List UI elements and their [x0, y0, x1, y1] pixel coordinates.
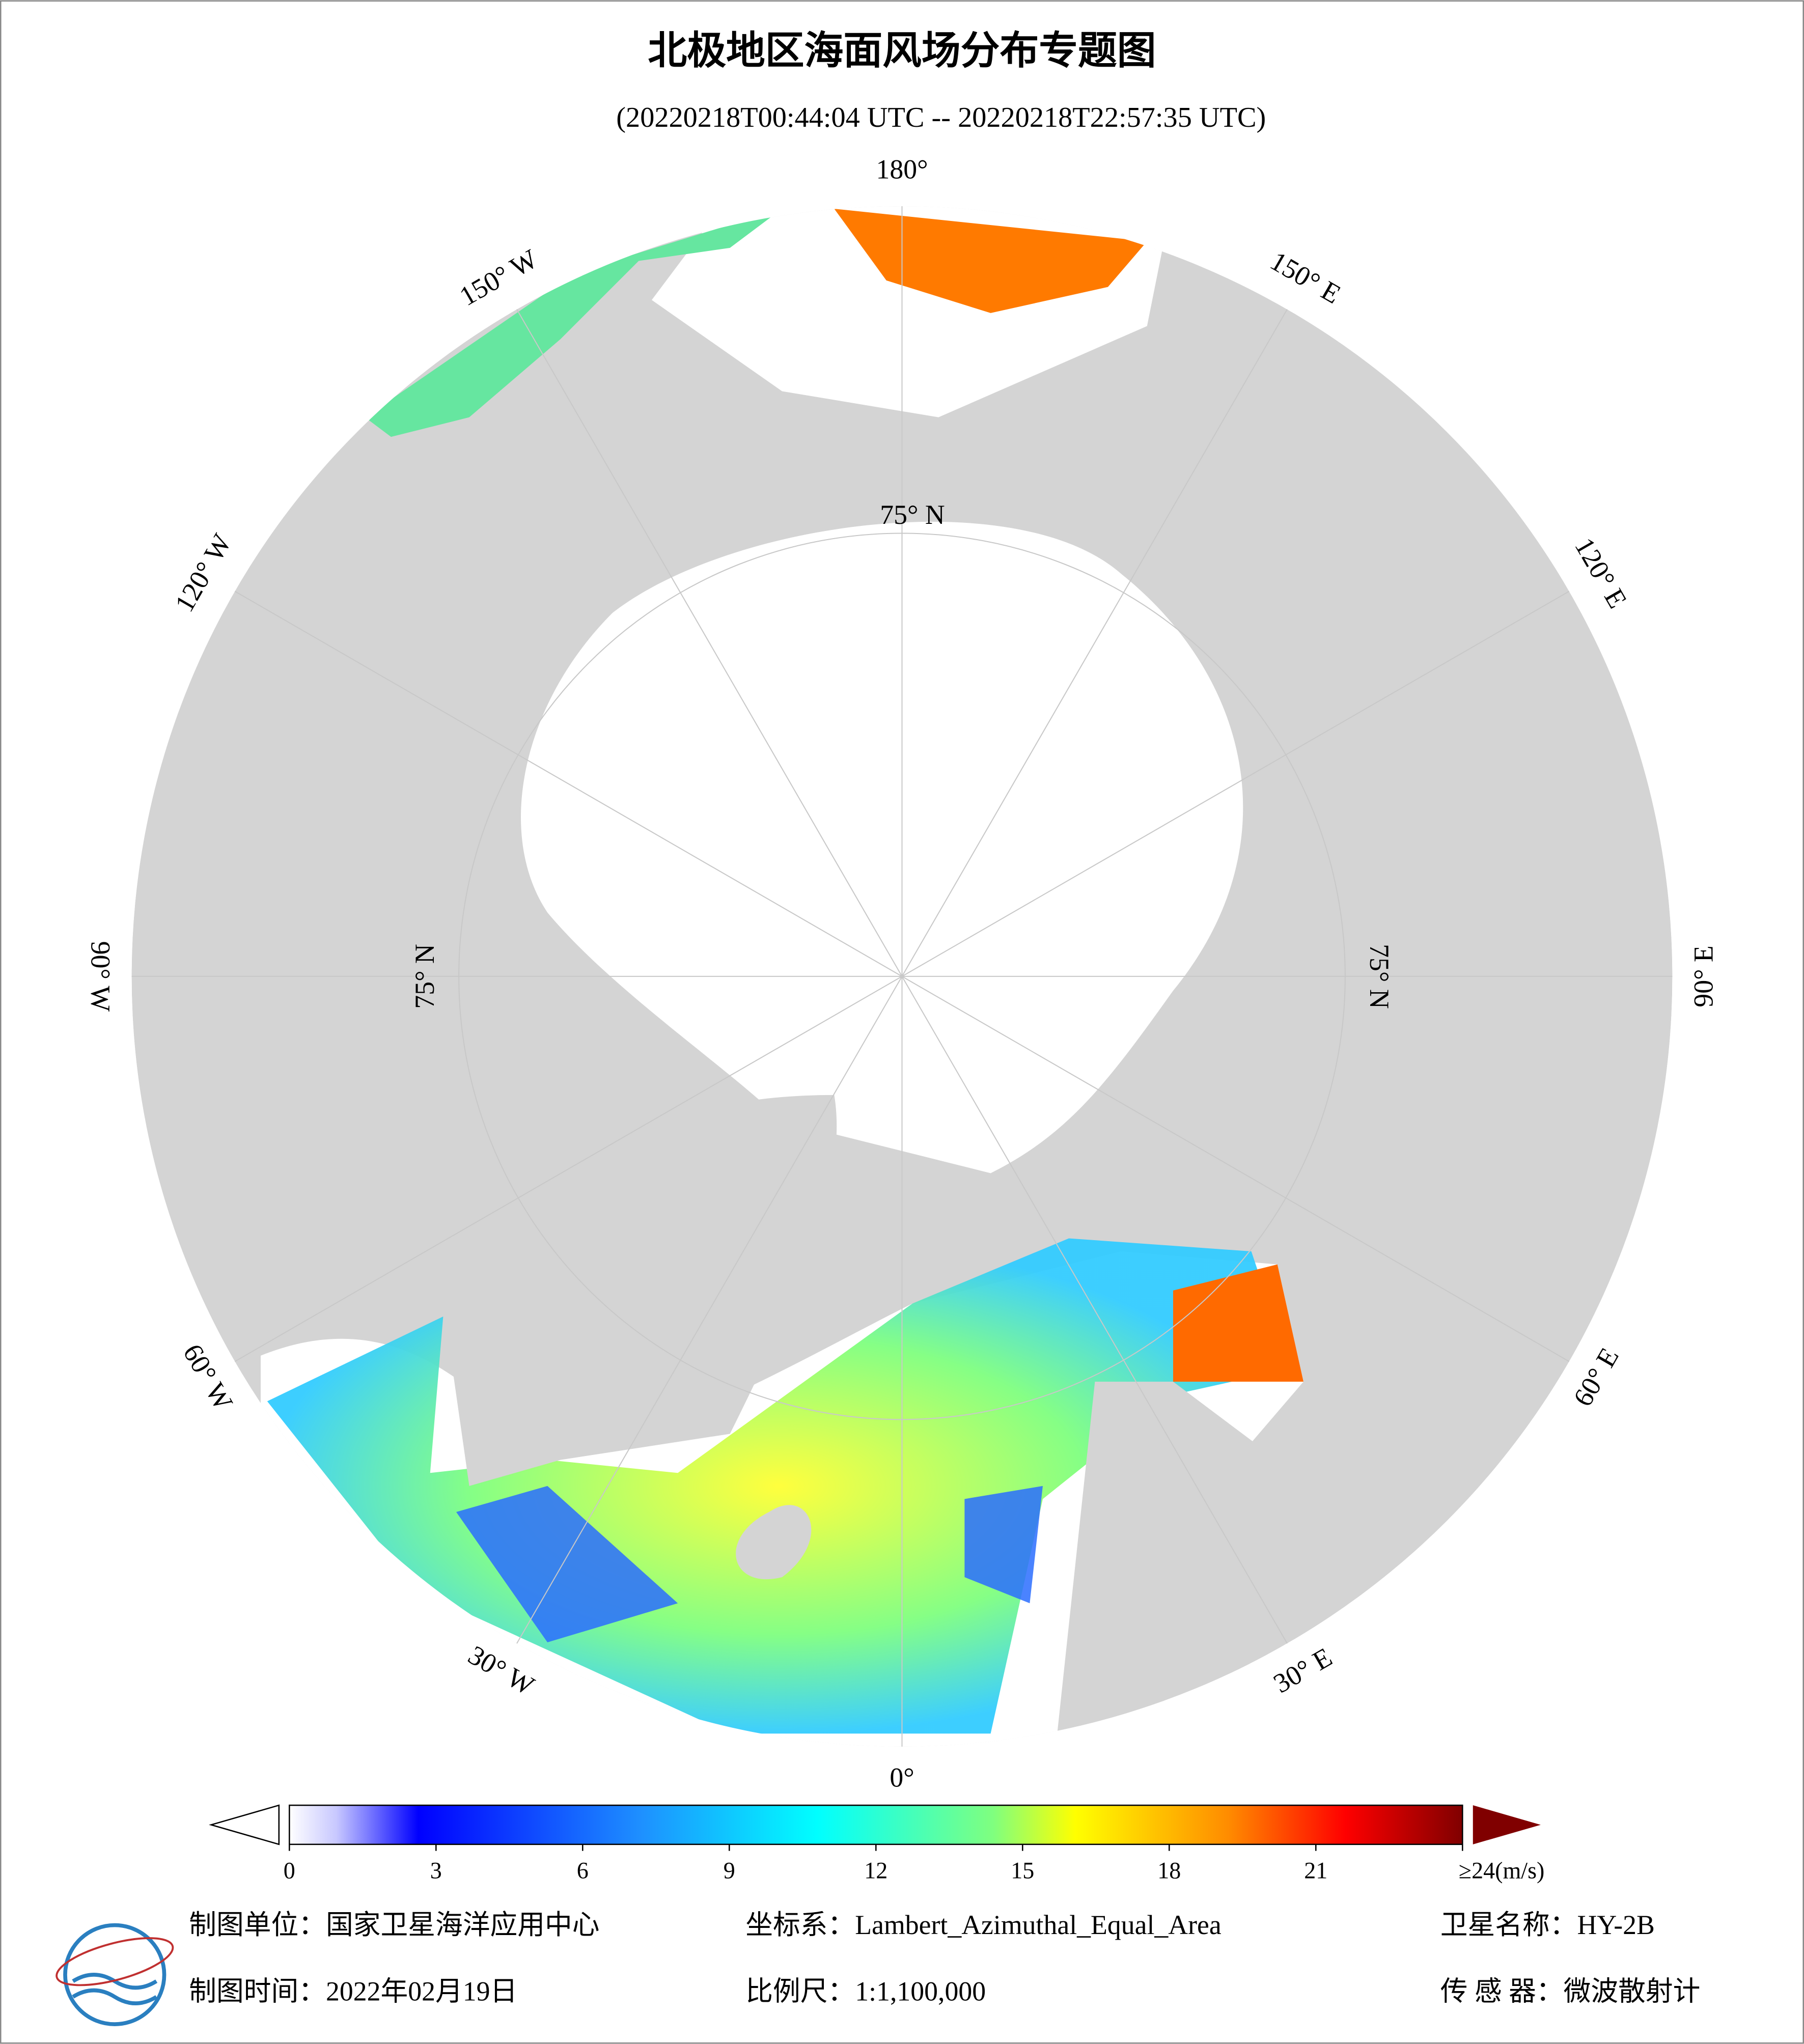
meridian-line — [901, 591, 1570, 977]
footer-date: 制图时间：2022年02月19日 — [189, 1976, 517, 2007]
colorbar-tick-label: 3 — [430, 1858, 442, 1884]
iceland — [736, 1505, 812, 1580]
latitude-label: 75° N — [409, 944, 440, 1009]
colorbar: 0 3 6 9 12 15 18 21 ≥24(m/s) — [209, 1804, 1545, 1884]
footer-sensor: 传 感 器：微波散射计 — [1440, 1976, 1701, 2007]
latitude-label: 75° N — [1364, 944, 1395, 1009]
meridian-line — [234, 976, 903, 1362]
meridian-line — [234, 591, 903, 977]
colorbar-tick-label: ≥24(m/s) — [1459, 1858, 1545, 1884]
colorbar-tick-label: 6 — [577, 1858, 589, 1884]
colorbar-bar — [289, 1804, 1463, 1845]
wind-swath — [1173, 1264, 1303, 1382]
meridian-line — [516, 309, 903, 977]
subtitle: (20220218T00:44:04 UTC -- 20220218T22:57… — [616, 102, 1266, 133]
meridian-line — [901, 309, 1288, 977]
title: 北极地区海面风场分布专题图 — [648, 30, 1156, 73]
meridian-line — [901, 976, 1570, 1362]
wind-swath — [267, 1238, 1291, 1734]
footer-projection: 坐标系：Lambert_Azimuthal_Equal_Area — [745, 1910, 1222, 1940]
meridian-label: 180° — [876, 154, 928, 185]
colorbar-low-arrow — [209, 1804, 280, 1845]
footer-scale: 比例尺：1:1,100,000 — [745, 1976, 986, 2007]
footer-producer: 制图单位：国家卫星海洋应用中心 — [189, 1910, 599, 1940]
colorbar-tick-label: 18 — [1157, 1858, 1181, 1884]
colorbar-high-arrow — [1473, 1805, 1541, 1844]
footer-satellite: 卫星名称：HY-2B — [1440, 1910, 1655, 1940]
colorbar-tick-label: 0 — [284, 1858, 295, 1884]
logo — [55, 1923, 174, 2026]
colorbar-tick-label: 21 — [1304, 1858, 1327, 1884]
latitude-label: 75° N — [880, 499, 945, 530]
colorbar-tick-label: 9 — [724, 1858, 735, 1884]
meridian-label: 0° — [890, 1762, 914, 1793]
graticule — [131, 206, 1673, 1747]
arctic-ocean — [520, 521, 1243, 1173]
colorbar-tick-label: 15 — [1011, 1858, 1034, 1884]
wind-swath — [365, 209, 782, 437]
colorbar-tick-label: 12 — [864, 1858, 887, 1884]
meridian-line — [901, 976, 1288, 1644]
meridian-label: 90° W — [86, 941, 116, 1012]
scandinavia — [1056, 1382, 1278, 1747]
meridian-line — [516, 976, 903, 1644]
wind-swath — [456, 1486, 1043, 1643]
wind-swath — [834, 209, 1147, 313]
meridian-label: 90° E — [1688, 945, 1718, 1007]
